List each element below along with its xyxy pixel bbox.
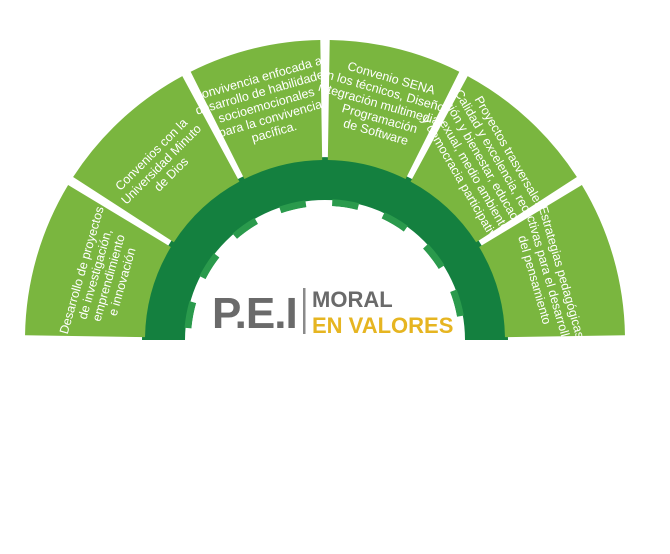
- segment-shape: [190, 40, 323, 180]
- ring-notch: [232, 217, 258, 239]
- segment-2: Convenios con laUniversidad Minutode Dio…: [73, 76, 240, 243]
- ring-notch: [450, 289, 464, 317]
- ring-notch: [423, 243, 445, 269]
- segment-3: Convivencia enfocada aldesarrollo de hab…: [190, 40, 331, 180]
- segment-shape: [25, 185, 171, 338]
- segment-shape: [73, 76, 240, 243]
- segment-text: Convenio SENAen los técnicos, Diseño ein…: [307, 52, 460, 158]
- segment-5: Proyectos trasversales:Calidad y excelen…: [410, 76, 577, 249]
- segment-1: Desarrollo de proyectosde investigación,…: [25, 185, 171, 338]
- ring-notch: [184, 301, 197, 329]
- ring-layer: [142, 157, 508, 340]
- logo-divider: [303, 288, 306, 334]
- segments-layer: Desarrollo de proyectosde investigación,…: [25, 40, 625, 345]
- inner-ring: [142, 157, 508, 340]
- logo-pei: P.E.I: [212, 289, 297, 338]
- logo-moral: MORAL: [312, 287, 393, 312]
- segment-shape: [410, 76, 577, 243]
- ring-notch: [279, 200, 307, 214]
- segment-4: Convenio SENAen los técnicos, Diseño ein…: [307, 40, 460, 180]
- segment-6: Estrategias pedagógicasactivas para el d…: [479, 185, 625, 345]
- logo: P.E.I MORAL EN VALORES: [212, 287, 453, 338]
- segment-shape: [479, 185, 625, 338]
- segment-shape: [327, 40, 460, 180]
- logo-en-valores: EN VALORES: [312, 313, 453, 338]
- ring-notch: [381, 212, 408, 232]
- ring-notch: [332, 199, 360, 210]
- core: [191, 206, 459, 340]
- ring-notch: [199, 253, 220, 280]
